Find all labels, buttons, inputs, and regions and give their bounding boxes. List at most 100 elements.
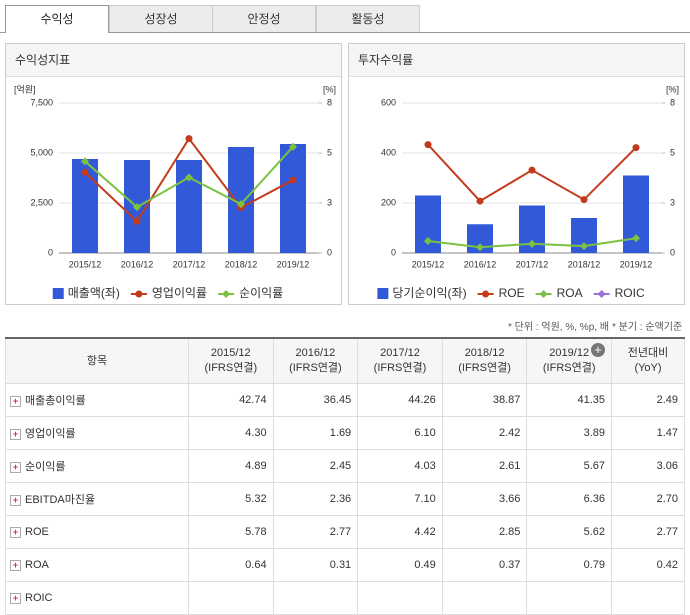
- row-label-cell: + ROA: [5, 548, 189, 582]
- row-label: ROA: [25, 559, 49, 571]
- value-cell: 41.35: [526, 383, 612, 417]
- value-cell: [272, 581, 359, 615]
- line-marker: [476, 197, 484, 205]
- expand-icon[interactable]: +: [10, 559, 21, 571]
- line-marker: [133, 217, 141, 225]
- value-cell: 6.36: [526, 482, 612, 516]
- value-cell: 3.66: [441, 482, 528, 516]
- chart: [억원] [%] 0 2,500 5,000 7,500 0 3 5 8 2015/12 2016/1…: [14, 83, 336, 300]
- table-row: + 영업이익률 4.30 1.69 6.10 2.42 3.89 1.47: [5, 416, 685, 450]
- line-marker: [528, 166, 536, 174]
- x-tick-label: 2018/12: [568, 259, 601, 269]
- y2-axis-label: [%]: [666, 84, 679, 94]
- value-cell: 0.79: [526, 548, 612, 582]
- legend-label: ROA: [557, 286, 583, 300]
- legend-label: 당기순이익(좌): [392, 286, 466, 300]
- row-label: 순이익률: [25, 461, 66, 473]
- header-cell: 2015/12 (IFRS연결): [188, 337, 274, 384]
- value-cell: 7.10: [357, 482, 443, 516]
- column-label: 2015/12: [210, 347, 251, 359]
- line-marker: [424, 141, 432, 149]
- y-tick-label: 600: [381, 97, 396, 107]
- x-tick-label: 2017/12: [516, 259, 549, 269]
- value-cell: [526, 581, 612, 615]
- value-cell: 6.10: [357, 416, 443, 450]
- value-cell: [357, 581, 443, 615]
- header-cell: 전년대비 (YoY): [611, 337, 685, 384]
- column-label: 2019/12: [549, 347, 590, 359]
- panel-title: 투자수익률: [349, 44, 684, 77]
- row-label-cell: + 영업이익률: [5, 416, 189, 450]
- line-marker: [476, 243, 484, 252]
- column-sub: (IFRS연결): [458, 362, 511, 374]
- line-marker: [482, 290, 490, 298]
- header-cell: 2017/12 (IFRS연결): [357, 337, 443, 384]
- row-label: ROIC: [25, 592, 53, 604]
- data-table: 항목 2015/12 (IFRS연결) 2016/12 (IFRS연결) 2017/12 (…: [5, 337, 685, 615]
- y-tick-label: 2,500: [30, 197, 53, 207]
- header-cell: 2016/12 (IFRS연결): [272, 337, 359, 384]
- column-label: 전년대비: [627, 347, 669, 359]
- tab[interactable]: 안정성: [212, 5, 316, 32]
- y-axis-label: [억원]: [14, 83, 36, 94]
- x-tick-label: 2016/12: [464, 259, 497, 269]
- expand-icon[interactable]: +: [10, 494, 21, 506]
- y-tick-label: 7,500: [30, 97, 53, 107]
- x-tick-label: 2015/12: [69, 259, 102, 269]
- value-cell: 5.67: [526, 449, 612, 483]
- y2-tick-label: 8: [327, 97, 332, 107]
- line-marker: [528, 239, 536, 248]
- value-cell: [441, 581, 528, 615]
- table-row: + ROIC: [5, 581, 685, 615]
- expand-icon[interactable]: +: [10, 428, 21, 440]
- expand-icon[interactable]: +: [10, 395, 21, 407]
- line-marker: [81, 157, 89, 166]
- unit-note: * 분기 : 순액기준: [612, 322, 683, 333]
- y-tick-label: 200: [381, 197, 396, 207]
- value-cell: 1.69: [272, 416, 359, 450]
- column-sub: (IFRS연결): [289, 362, 342, 374]
- value-cell: 2.49: [611, 383, 685, 417]
- legend-label: ROIC: [615, 286, 645, 300]
- line-marker: [237, 200, 245, 209]
- value-cell: 36.45: [272, 383, 359, 417]
- value-cell: 2.85: [441, 515, 528, 549]
- y2-tick-label: 0: [670, 247, 675, 257]
- expand-icon[interactable]: +: [591, 343, 605, 357]
- chart-panel: 수익성지표 [억원] [%] 0 2,500 5,000 7,500 0 3 5 8 2015/12…: [5, 43, 342, 305]
- y2-tick-label: 3: [670, 197, 675, 207]
- line-marker: [289, 142, 297, 151]
- x-tick-label: 2019/12: [620, 259, 653, 269]
- expand-icon[interactable]: +: [10, 526, 21, 538]
- column-sub: (YoY): [634, 362, 662, 374]
- row-label: 매출총이익률: [25, 395, 86, 407]
- header-cell: 2018/12 (IFRS연결): [441, 337, 528, 384]
- value-cell: [188, 581, 274, 615]
- value-cell: 2.70: [611, 482, 685, 516]
- line-marker: [289, 176, 297, 184]
- line-marker: [133, 203, 141, 212]
- unit-note: * 단위 : 억원, %, %p, 배: [508, 322, 610, 333]
- y2-axis-label: [%]: [323, 84, 336, 94]
- tab[interactable]: 성장성: [109, 5, 213, 32]
- line-marker: [580, 242, 588, 251]
- x-tick-label: 2019/12: [277, 259, 310, 269]
- y-tick-label: 400: [381, 147, 396, 157]
- value-cell: 2.42: [441, 416, 528, 450]
- chart: [%] 0 200 400 600 0 3 5 8 2015/12 2016/12 2017/12 20…: [377, 84, 679, 300]
- expand-icon[interactable]: +: [10, 461, 21, 473]
- value-cell: 2.45: [272, 449, 359, 483]
- x-tick-label: 2018/12: [225, 259, 258, 269]
- tab-bar: 수익성 성장성 안정성 활동성: [0, 0, 690, 33]
- value-cell: 1.47: [611, 416, 685, 450]
- tab[interactable]: 활동성: [316, 5, 420, 32]
- column-sub: (IFRS연결): [542, 362, 596, 374]
- table-row: + 순이익률 4.89 2.45 4.03 2.61 5.67 3.06: [5, 449, 685, 483]
- y-tick-label: 5,000: [30, 147, 53, 157]
- line-marker: [632, 144, 640, 152]
- tab[interactable]: 수익성: [5, 5, 109, 33]
- expand-icon[interactable]: +: [10, 592, 21, 604]
- x-tick-label: 2017/12: [173, 259, 206, 269]
- column-label: 2017/12: [380, 347, 420, 359]
- line-marker: [424, 237, 432, 245]
